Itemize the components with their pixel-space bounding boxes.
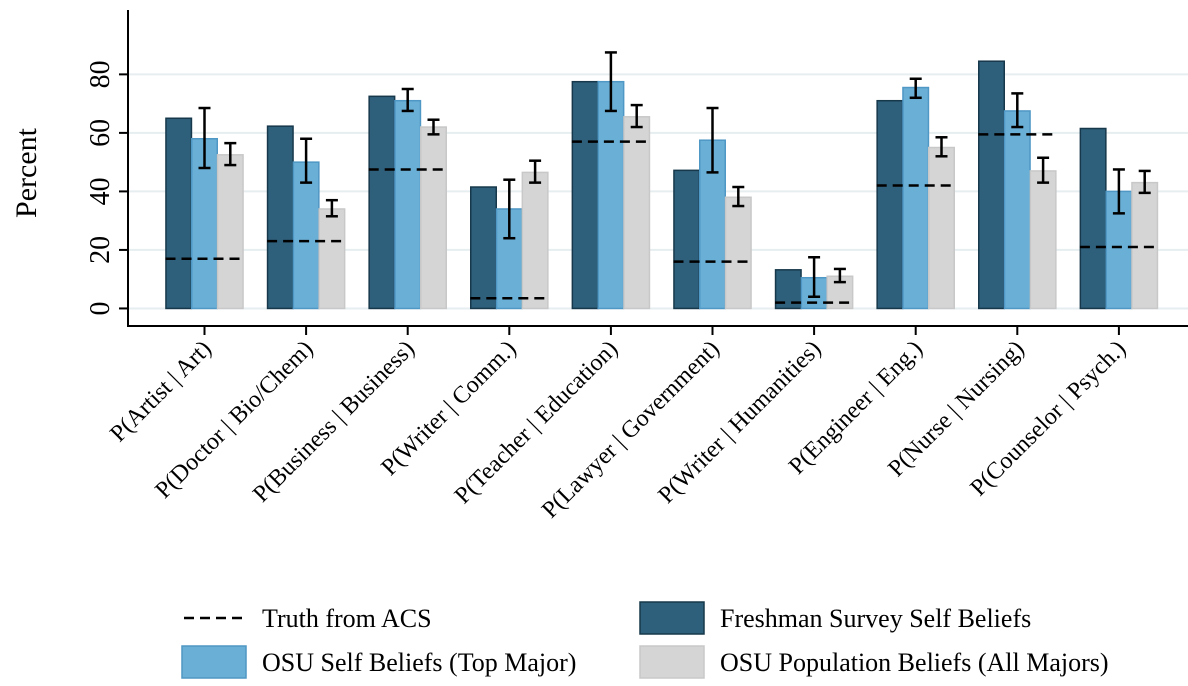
legend-item: Freshman Survey Self Beliefs xyxy=(639,601,1031,635)
legend-swatch xyxy=(181,645,247,679)
bar xyxy=(928,146,955,310)
bar xyxy=(420,126,447,310)
bar xyxy=(318,208,346,310)
bar xyxy=(673,169,701,310)
bar xyxy=(1131,181,1159,310)
legend-swatch xyxy=(639,601,705,635)
y-axis-label: Percent xyxy=(10,127,43,218)
y-tick-label: 60 xyxy=(85,119,116,147)
truth-lines xyxy=(165,133,1158,304)
bar xyxy=(266,125,294,310)
legend-label: Truth from ACS xyxy=(262,604,432,633)
x-tick-label: P(Lawyer | Government) xyxy=(537,336,725,524)
bar xyxy=(368,95,396,310)
bar xyxy=(902,86,930,310)
bar xyxy=(724,196,752,310)
bar xyxy=(978,60,1005,310)
bar xyxy=(571,80,599,310)
bar xyxy=(470,186,497,310)
bar xyxy=(165,117,193,310)
bar xyxy=(1079,127,1107,310)
legend-label: Freshman Survey Self Beliefs xyxy=(720,604,1031,633)
legend-item: OSU Self Beliefs (Top Major) xyxy=(181,645,576,679)
bar xyxy=(623,116,651,310)
bar xyxy=(1029,170,1057,310)
legend: Truth from ACS Freshman Survey Self Belie… xyxy=(181,601,1109,679)
bar xyxy=(876,99,904,310)
error-bars xyxy=(198,51,1151,298)
y-tick-label: 80 xyxy=(85,60,116,88)
y-tick-label: 40 xyxy=(85,177,116,205)
bar xyxy=(216,154,244,310)
legend-item: Truth from ACS xyxy=(184,604,432,633)
y-tick-label: 20 xyxy=(85,236,116,264)
legend-label: OSU Self Beliefs (Top Major) xyxy=(262,648,576,677)
y-tick-label: 0 xyxy=(85,301,116,315)
bar xyxy=(521,171,549,310)
bar xyxy=(597,80,625,310)
legend-item: OSU Population Beliefs (All Majors) xyxy=(639,645,1109,679)
legend-label: OSU Population Beliefs (All Majors) xyxy=(720,648,1109,677)
legend-swatch xyxy=(639,645,705,679)
bar xyxy=(394,99,422,310)
bars xyxy=(165,60,1159,310)
bar xyxy=(292,161,320,310)
bar xyxy=(1003,110,1031,310)
x-tick-label: P(Artist | Art) xyxy=(105,336,216,447)
